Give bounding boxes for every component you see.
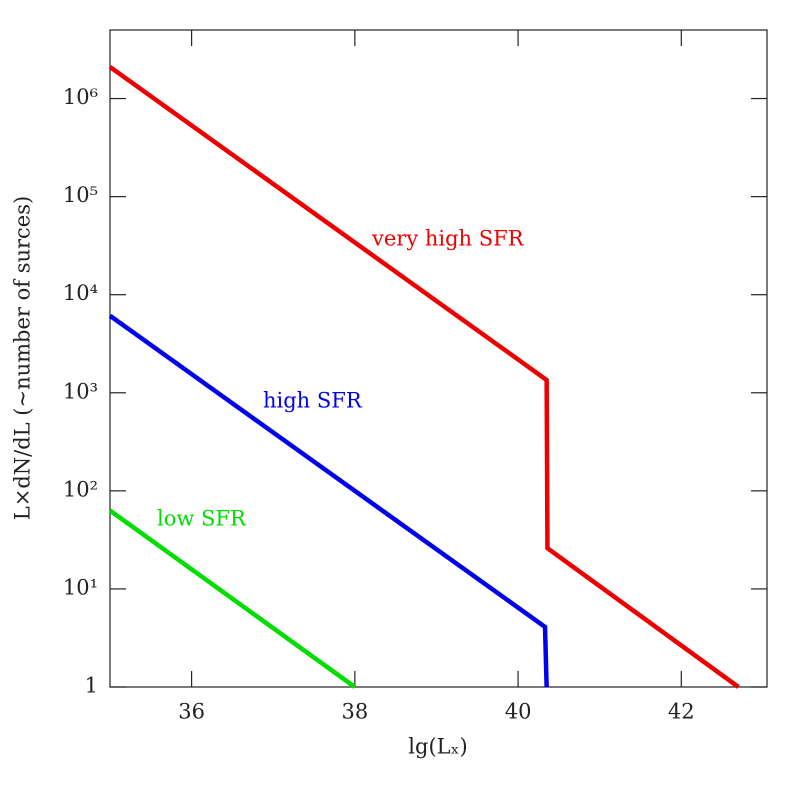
y-tick-label: 10³ [63,379,98,403]
series-label: low SFR [157,507,247,531]
x-tick-label: 36 [178,700,205,724]
plot-frame [109,29,768,688]
y-tick-label: 10⁴ [63,281,98,305]
series-line [108,508,357,689]
series-label: very high SFR [371,227,525,251]
y-tick-label: 10¹ [63,575,98,599]
y-tick-label: 10⁶ [63,85,98,109]
series-line [108,65,740,689]
x-axis-label: lg(Lₓ) [408,735,467,759]
series-line [108,313,549,688]
y-tick-label: 10⁵ [63,183,98,207]
x-tick-label: 42 [668,700,695,724]
series-label: high SFR [263,389,363,413]
x-tick-label: 40 [505,700,532,724]
y-axis-label: L×dN/dL (~number of surces) [11,196,35,520]
y-tick-label: 1 [85,674,98,698]
x-tick-label: 38 [341,700,368,724]
y-tick-label: 10² [63,477,98,501]
